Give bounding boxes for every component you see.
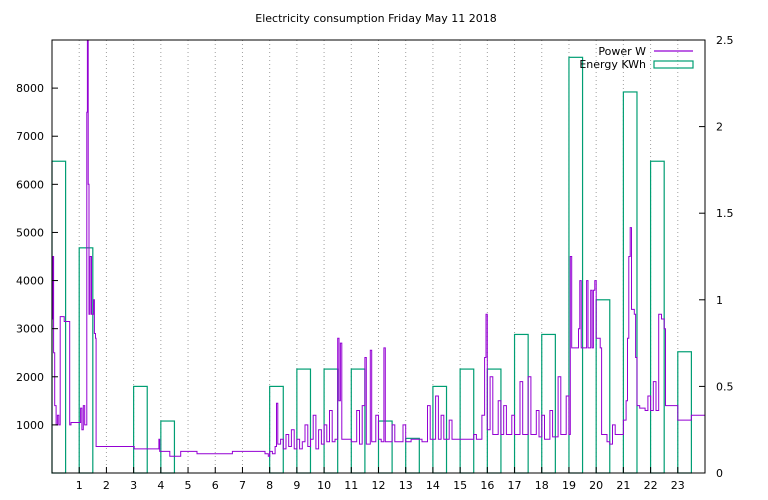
energy-bar: [622, 91, 638, 474]
x-tick-label: 21: [616, 479, 630, 492]
x-tick-label: 3: [130, 479, 137, 492]
grid-lines: [78, 40, 679, 473]
x-tick-label: 16: [480, 479, 494, 492]
left-tick-label: 7000: [16, 130, 44, 143]
energy-bar: [133, 385, 148, 474]
energy-bar: [350, 368, 366, 474]
legend-swatch-energy: [653, 60, 694, 69]
right-tick-label: 1.5: [716, 207, 734, 220]
right-tick-label: 1: [716, 294, 723, 307]
left-tick-label: 3000: [16, 323, 44, 336]
energy-bar: [486, 368, 502, 474]
x-tick-label: 4: [157, 479, 164, 492]
power-line-group: [52, 39, 705, 457]
legend: Power W Energy KWh: [579, 45, 694, 71]
x-tick-label: 7: [239, 479, 246, 492]
x-tick-label: 2: [103, 479, 110, 492]
power-line: [52, 39, 705, 457]
right-tick-label: 2.5: [716, 34, 734, 47]
x-tick-label: 18: [535, 479, 549, 492]
legend-label-power: Power W: [598, 45, 646, 58]
left-axis-ticks: 1000 2000 3000 4000 5000 6000 7000 8000: [16, 82, 58, 432]
energy-bar: [595, 299, 611, 474]
energy-bar: [296, 368, 312, 474]
x-tick-label: 23: [671, 479, 685, 492]
energy-bar: [160, 420, 176, 474]
energy-bar: [78, 247, 94, 474]
x-tick-label: 8: [266, 479, 273, 492]
x-tick-label: 20: [589, 479, 603, 492]
chart-title: Electricity consumption Friday May 11 20…: [255, 12, 496, 25]
x-tick-label: 22: [644, 479, 658, 492]
right-tick-label: 0: [716, 467, 723, 480]
x-tick-label: 10: [317, 479, 331, 492]
energy-bar: [541, 333, 556, 474]
legend-label-energy: Energy KWh: [579, 58, 646, 71]
x-tick-label: 11: [344, 479, 358, 492]
energy-bar: [459, 368, 475, 474]
x-tick-label: 12: [372, 479, 386, 492]
energy-bar: [513, 333, 529, 474]
right-tick-label: 0.5: [716, 380, 734, 393]
x-tick-label: 15: [453, 479, 467, 492]
left-tick-label: 8000: [16, 82, 44, 95]
left-tick-label: 1000: [16, 419, 44, 432]
x-tick-label: 9: [293, 479, 300, 492]
x-tick-label: 19: [562, 479, 576, 492]
energy-bar: [649, 160, 665, 474]
x-tick-label: 6: [212, 479, 219, 492]
left-tick-label: 6000: [16, 178, 44, 191]
x-tick-label: 17: [508, 479, 522, 492]
x-tick-label: 1: [76, 479, 83, 492]
energy-bar: [432, 385, 448, 474]
energy-bar: [568, 56, 584, 474]
left-tick-label: 5000: [16, 226, 44, 239]
left-tick-label: 2000: [16, 371, 44, 384]
x-tick-label: 5: [185, 479, 192, 492]
right-tick-label: 2: [716, 121, 723, 134]
x-tick-label: 13: [399, 479, 413, 492]
right-axis-ticks: 0 0.5 1 1.5 2 2.5: [699, 34, 734, 480]
energy-bar: [405, 437, 420, 474]
energy-bar: [323, 368, 339, 474]
x-axis-ticks: 1 2 3 4 5 6 7 8 9 10 11 12 13 14 15 16 17 18 19 20 21 22 23: [76, 467, 685, 492]
x-tick-label: 14: [426, 479, 440, 492]
left-tick-label: 4000: [16, 275, 44, 288]
energy-bar: [677, 351, 692, 474]
